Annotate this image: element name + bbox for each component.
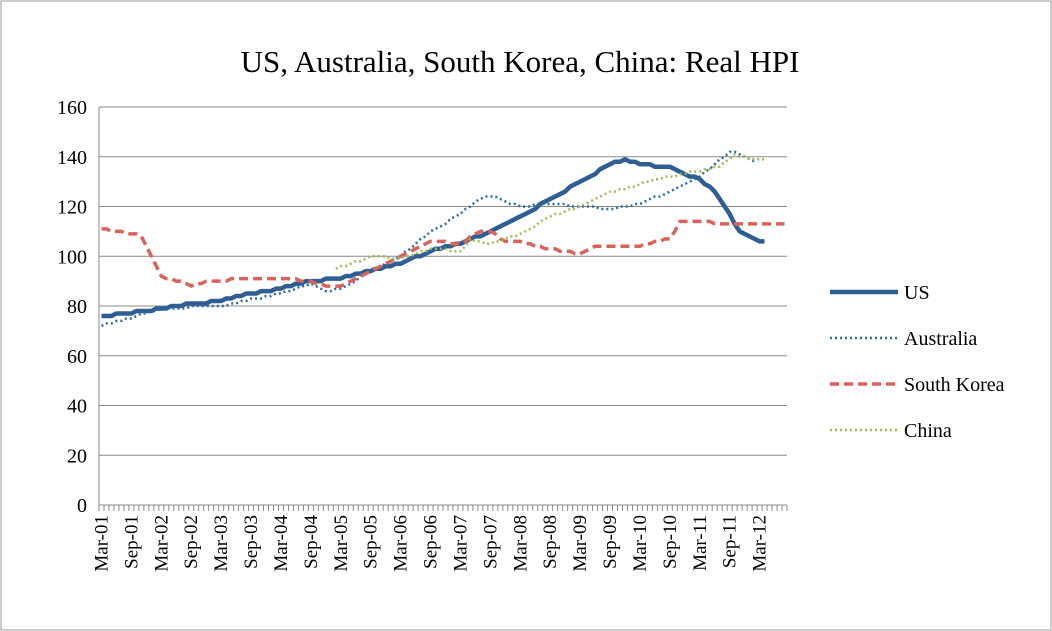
x-tick-label: Mar-01 bbox=[91, 515, 112, 572]
y-tick-label: 60 bbox=[67, 346, 87, 368]
x-tick-label: Mar-04 bbox=[271, 515, 292, 572]
x-tick-label: Sep-09 bbox=[600, 515, 621, 569]
series-line bbox=[335, 153, 765, 270]
series-line bbox=[101, 156, 765, 319]
y-tick-label: 100 bbox=[57, 246, 87, 268]
y-tick-label: 40 bbox=[67, 396, 87, 418]
x-tick-label: Sep-01 bbox=[121, 515, 142, 569]
y-tick-label: 80 bbox=[67, 296, 87, 318]
x-tick-label: Sep-03 bbox=[241, 515, 262, 569]
x-tick-label: Sep-10 bbox=[660, 515, 681, 569]
x-tick-label: Sep-06 bbox=[421, 515, 442, 569]
series-line bbox=[100, 150, 756, 328]
x-tick-label: Mar-08 bbox=[510, 515, 531, 572]
y-tick-label: 120 bbox=[57, 197, 87, 219]
legend-label: China bbox=[904, 420, 952, 442]
x-tick-label: Mar-03 bbox=[211, 515, 232, 572]
x-tick-label: Sep-08 bbox=[540, 515, 561, 569]
x-tick-label: Mar-12 bbox=[750, 515, 771, 572]
x-tick-label: Mar-09 bbox=[570, 515, 591, 572]
x-tick-label: Mar-11 bbox=[690, 515, 711, 571]
x-tick-label: Sep-04 bbox=[301, 515, 322, 569]
x-tick-label: Mar-07 bbox=[450, 515, 471, 572]
chart-title: US, Australia, South Korea, China: Real … bbox=[241, 44, 800, 79]
x-tick-label: Mar-02 bbox=[151, 515, 172, 572]
x-tick-label: Mar-06 bbox=[391, 515, 412, 572]
y-tick-label: 140 bbox=[57, 147, 87, 169]
legend-label: US bbox=[904, 282, 930, 304]
y-tick-label: 20 bbox=[67, 445, 87, 467]
series-line bbox=[101, 219, 785, 288]
y-tick-label: 0 bbox=[77, 495, 87, 517]
x-tick-label: Mar-10 bbox=[630, 515, 651, 572]
x-tick-label: Mar-05 bbox=[331, 515, 352, 572]
y-tick-label: 160 bbox=[57, 97, 87, 119]
x-tick-label: Sep-11 bbox=[720, 515, 741, 568]
x-tick-label: Sep-02 bbox=[181, 515, 202, 569]
legend-label: Australia bbox=[904, 328, 977, 350]
x-tick-label: Sep-07 bbox=[480, 515, 501, 569]
x-tick-label: Sep-05 bbox=[361, 515, 382, 569]
legend-label: South Korea bbox=[904, 374, 1005, 396]
